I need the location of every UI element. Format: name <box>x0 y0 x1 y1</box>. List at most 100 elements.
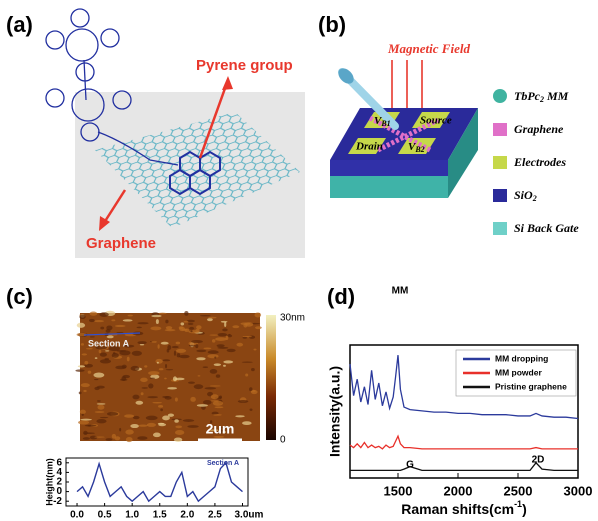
afm-grain <box>106 411 119 416</box>
afm-grain <box>87 370 92 374</box>
afm-grain <box>212 400 224 406</box>
afm-grain <box>215 337 227 341</box>
afm-grain <box>223 360 234 364</box>
afm-grain <box>232 325 240 329</box>
afm-grain <box>77 365 86 368</box>
afm-grain <box>85 348 93 350</box>
legend-label: Graphene <box>514 122 564 136</box>
colorbar <box>266 315 276 440</box>
afm-grain <box>78 391 82 395</box>
afm-grain <box>226 348 236 353</box>
afm-grain <box>104 358 110 361</box>
x-tick-label: 2500 <box>504 483 533 498</box>
afm-grain <box>139 344 145 346</box>
panel-a: (a) Pyrene group Graphene <box>6 8 305 258</box>
afm-grain <box>242 421 252 426</box>
afm-grain <box>83 389 87 393</box>
afm-grain <box>130 424 139 429</box>
afm-grain <box>196 325 202 330</box>
afm-grain <box>241 361 253 363</box>
afm-grain <box>127 314 133 317</box>
afm-grain <box>116 331 124 334</box>
afm-grain <box>191 340 203 344</box>
legend-label: Si Back Gate <box>514 221 579 235</box>
afm-grain <box>215 374 221 378</box>
annotation: MM <box>392 286 409 297</box>
scale-label: 2um <box>206 421 235 437</box>
afm-grain <box>152 432 161 438</box>
afm-grain <box>121 364 127 369</box>
afm-grain <box>248 335 256 339</box>
annotation: Graphene <box>86 235 156 252</box>
afm-grain <box>162 415 170 421</box>
afm-grain <box>250 390 258 395</box>
afm-grain <box>245 373 249 377</box>
afm-grain <box>199 315 211 317</box>
section-label: Section A <box>88 338 130 348</box>
afm-grain <box>184 310 189 316</box>
x-tick-label: 0.0 <box>70 510 84 521</box>
afm-grain <box>146 422 157 427</box>
y-tick-label: 0 <box>56 486 62 497</box>
afm-grain <box>94 378 99 381</box>
afm-grain <box>141 387 148 389</box>
panel-label: (b) <box>318 12 346 37</box>
afm-grain <box>147 396 159 399</box>
afm-grain <box>171 345 179 349</box>
afm-grain <box>144 365 148 368</box>
afm-grain <box>217 346 229 349</box>
afm-grain <box>89 318 95 323</box>
afm-grain <box>106 325 113 331</box>
afm-grain <box>94 411 105 413</box>
afm-grain <box>81 353 88 356</box>
afm-grain <box>105 438 113 441</box>
afm-grain <box>160 408 163 412</box>
legend-label: Pristine graphene <box>495 381 567 391</box>
afm-grain <box>122 319 133 322</box>
graphene-channel <box>368 115 432 153</box>
afm-grain <box>148 371 160 376</box>
afm-grain <box>93 372 105 378</box>
afm-grain <box>174 397 178 402</box>
afm-grain <box>209 334 219 336</box>
afm-grain <box>220 427 226 429</box>
afm-grain <box>137 341 147 345</box>
panel-d: (d) <box>327 284 355 309</box>
afm-grain <box>152 401 163 404</box>
afm-grain <box>167 413 175 417</box>
afm-grain <box>179 354 190 359</box>
x-axis-label: Raman shifts(cm-1) <box>401 499 527 516</box>
afm-grain <box>156 361 159 364</box>
afm-grain <box>83 430 88 435</box>
afm-grain <box>175 341 181 345</box>
plot-frame <box>349 344 579 479</box>
afm-grain <box>207 318 213 322</box>
y-tick-label: -2 <box>53 496 62 507</box>
x-tick-label: 1500 <box>384 483 413 498</box>
afm-grain <box>100 326 105 330</box>
afm-grain <box>180 322 185 326</box>
afm-grain <box>174 419 179 423</box>
afm-grain <box>149 377 156 379</box>
afm-grain <box>197 375 201 377</box>
afm-grain <box>207 391 214 397</box>
afm-grain <box>89 336 95 338</box>
afm-grain <box>145 415 158 421</box>
afm-grain <box>174 377 185 381</box>
afm-grain <box>223 364 226 367</box>
afm-grain <box>214 356 217 359</box>
afm-grain <box>89 311 98 316</box>
legend-label: SiO2 <box>514 188 537 203</box>
device-label: Source <box>420 115 452 127</box>
afm-grain <box>94 436 105 438</box>
afm-grain <box>224 321 227 328</box>
afm-grain <box>114 436 121 441</box>
x-axis-label-part: Raman shifts(cm <box>401 501 514 517</box>
legend-label: Electrodes <box>513 155 566 169</box>
afm-grain <box>165 319 169 324</box>
data-line <box>349 434 578 450</box>
afm-grain <box>80 418 92 421</box>
afm-grain <box>188 330 200 334</box>
afm-grain <box>167 387 178 390</box>
afm-grain <box>126 356 130 362</box>
